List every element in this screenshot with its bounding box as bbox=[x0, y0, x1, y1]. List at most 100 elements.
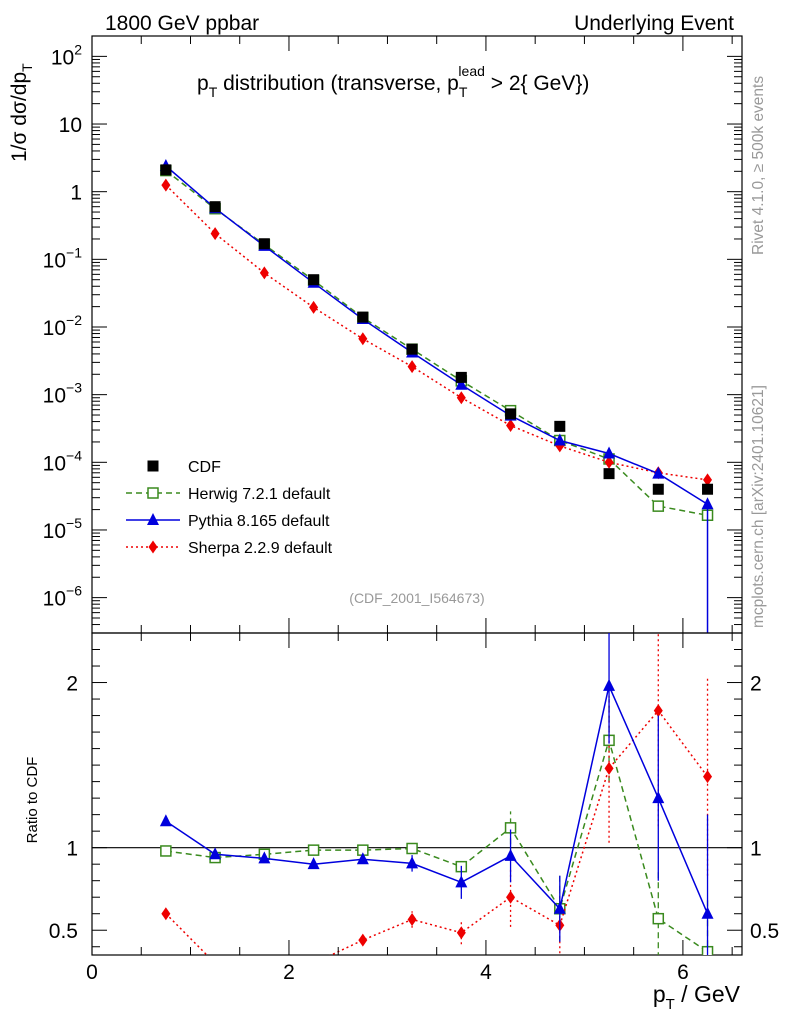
main-point-cdf bbox=[209, 201, 221, 213]
main-point-cdf bbox=[357, 311, 369, 323]
ratio-point-sherpa bbox=[653, 704, 663, 718]
ratio-y-label: Ratio to CDF bbox=[24, 757, 41, 844]
ratio-point-sherpa bbox=[703, 770, 713, 784]
main-series-group bbox=[159, 158, 714, 633]
main-y-tick-base: 10 bbox=[51, 46, 74, 69]
legend-label-herwig: Herwig 7.2.1 default bbox=[188, 486, 331, 503]
main-y-tick-label: 10−1 bbox=[43, 244, 83, 272]
main-point-sherpa bbox=[309, 300, 319, 314]
main-point-cdf bbox=[652, 483, 664, 495]
energy-label: 1800 GeV ppbar bbox=[105, 12, 259, 35]
ratio-point-herwig bbox=[307, 844, 320, 856]
series-cdf bbox=[160, 164, 714, 495]
x-tick-label: 4 bbox=[480, 961, 492, 984]
main-y-tick-label: 10−6 bbox=[43, 583, 83, 611]
x-tick-label: 6 bbox=[677, 961, 689, 984]
ratio-point-sherpa bbox=[161, 907, 171, 921]
main-y-tick-label: 102 bbox=[51, 41, 82, 69]
main-y-tick-base: 1 bbox=[70, 182, 82, 205]
main-y-tick-base: 10 bbox=[43, 317, 66, 340]
ratio-series-pythia bbox=[159, 633, 714, 955]
main-y-tick-exp: −2 bbox=[66, 312, 82, 328]
main-y-tick-base: 10 bbox=[59, 114, 82, 137]
ratio-line-pythia bbox=[165, 683, 709, 914]
main-y-label: 1/σ dσ/dpT bbox=[8, 63, 35, 162]
main-line-sherpa bbox=[165, 184, 708, 481]
main-point-pythia bbox=[652, 466, 665, 479]
main-y-tick-label: 1 bbox=[70, 182, 82, 205]
ratio-point-sherpa bbox=[506, 890, 516, 904]
main-point-cdf bbox=[554, 420, 566, 432]
x-tick-label: 2 bbox=[283, 961, 295, 984]
ratio-point-herwig bbox=[160, 845, 172, 857]
main-point-sherpa bbox=[456, 391, 466, 405]
ratio-panel-frame bbox=[91, 632, 743, 956]
main-y-tick-base: 10 bbox=[43, 385, 66, 408]
ratio-point-pythia bbox=[406, 856, 419, 869]
ratio-point-herwig bbox=[406, 842, 418, 855]
main-y-tick-label: 10−5 bbox=[43, 515, 83, 543]
mcplots-label: mcplots.cern.ch [arXiv:2401.10621] bbox=[750, 385, 767, 628]
legend-label-sherpa: Sherpa 2.2.9 default bbox=[188, 540, 333, 557]
main-point-sherpa bbox=[604, 455, 614, 469]
main-y-tick-base: 10 bbox=[43, 249, 66, 272]
main-point-pythia bbox=[701, 497, 714, 510]
main-point-cdf bbox=[308, 274, 320, 286]
main-y-tick-exp: −4 bbox=[66, 447, 82, 463]
legend: CDF Herwig 7.2.1 default Pythia 8.165 defa… bbox=[126, 459, 333, 557]
ratio-y-tick-label: 2 bbox=[66, 673, 78, 696]
ratio-y-tick-label: 0.5 bbox=[49, 920, 78, 943]
series-herwig bbox=[160, 164, 714, 522]
x-axis: 0 2 4 6 bbox=[86, 36, 733, 984]
main-point-sherpa bbox=[161, 178, 171, 192]
series-pythia bbox=[159, 158, 714, 633]
main-y-tick-exp: −5 bbox=[66, 515, 82, 531]
rivet-version-label: Rivet 4.1.0, ≥ 500k events bbox=[750, 76, 767, 255]
main-y-tick-label: 10−2 bbox=[43, 312, 83, 340]
ratio-y-tick-label-right: 1 bbox=[750, 838, 762, 861]
legend-marker-sherpa bbox=[148, 540, 158, 554]
ratio-point-pythia bbox=[209, 847, 222, 860]
ratio-point-pythia bbox=[553, 901, 566, 914]
chart-title: pT distribution (transverse, pTlead > 2{… bbox=[197, 63, 589, 100]
ratio-y-tick-label-right: 0.5 bbox=[750, 920, 779, 943]
main-y-tick-label: 10−3 bbox=[43, 380, 83, 408]
main-line-herwig bbox=[165, 170, 708, 517]
ratio-line-herwig bbox=[165, 737, 708, 953]
ratio-point-sherpa bbox=[309, 957, 318, 970]
main-y-tick-exp: 2 bbox=[74, 41, 82, 57]
ratio-point-pythia bbox=[356, 852, 369, 865]
x-tick-label: 0 bbox=[86, 961, 98, 984]
legend-marker-pythia bbox=[147, 513, 159, 525]
ratio-y-tick-label-right: 2 bbox=[750, 673, 762, 696]
legend-label-cdf: CDF bbox=[188, 459, 221, 476]
analysis-id-label: (CDF_2001_I564673) bbox=[349, 590, 484, 606]
ratio-y-axis: 0.5 0.5 1 1 2 2 bbox=[49, 632, 779, 948]
legend-marker-cdf bbox=[147, 460, 159, 472]
main-point-cdf bbox=[702, 483, 714, 495]
main-y-tick-label: 10 bbox=[59, 114, 82, 137]
main-point-pythia bbox=[553, 433, 566, 446]
ratio-point-pythia bbox=[504, 848, 517, 861]
main-point-cdf bbox=[455, 371, 467, 383]
main-y-tick-label: 10−4 bbox=[43, 447, 83, 475]
main-point-cdf bbox=[603, 468, 615, 480]
ratio-series-sherpa bbox=[161, 633, 713, 970]
ratio-point-sherpa bbox=[407, 912, 417, 926]
main-y-tick-exp: −6 bbox=[66, 583, 82, 599]
main-point-cdf bbox=[505, 408, 517, 420]
ratio-point-pythia bbox=[307, 857, 320, 870]
main-point-sherpa bbox=[210, 227, 220, 241]
ratio-point-pythia bbox=[455, 875, 468, 888]
main-y-tick-exp: −1 bbox=[66, 244, 82, 260]
ratio-point-sherpa bbox=[358, 933, 368, 947]
main-point-sherpa bbox=[407, 360, 417, 374]
x-axis-label: pT / GeV bbox=[653, 981, 741, 1013]
ratio-point-sherpa bbox=[456, 926, 466, 940]
main-y-tick-exp: −3 bbox=[66, 380, 82, 396]
ratio-point-pythia bbox=[603, 678, 616, 691]
main-point-sherpa bbox=[506, 418, 516, 432]
process-label: Underlying Event bbox=[574, 12, 734, 35]
ratio-point-pythia bbox=[159, 814, 172, 827]
main-y-tick-base: 10 bbox=[43, 452, 66, 475]
